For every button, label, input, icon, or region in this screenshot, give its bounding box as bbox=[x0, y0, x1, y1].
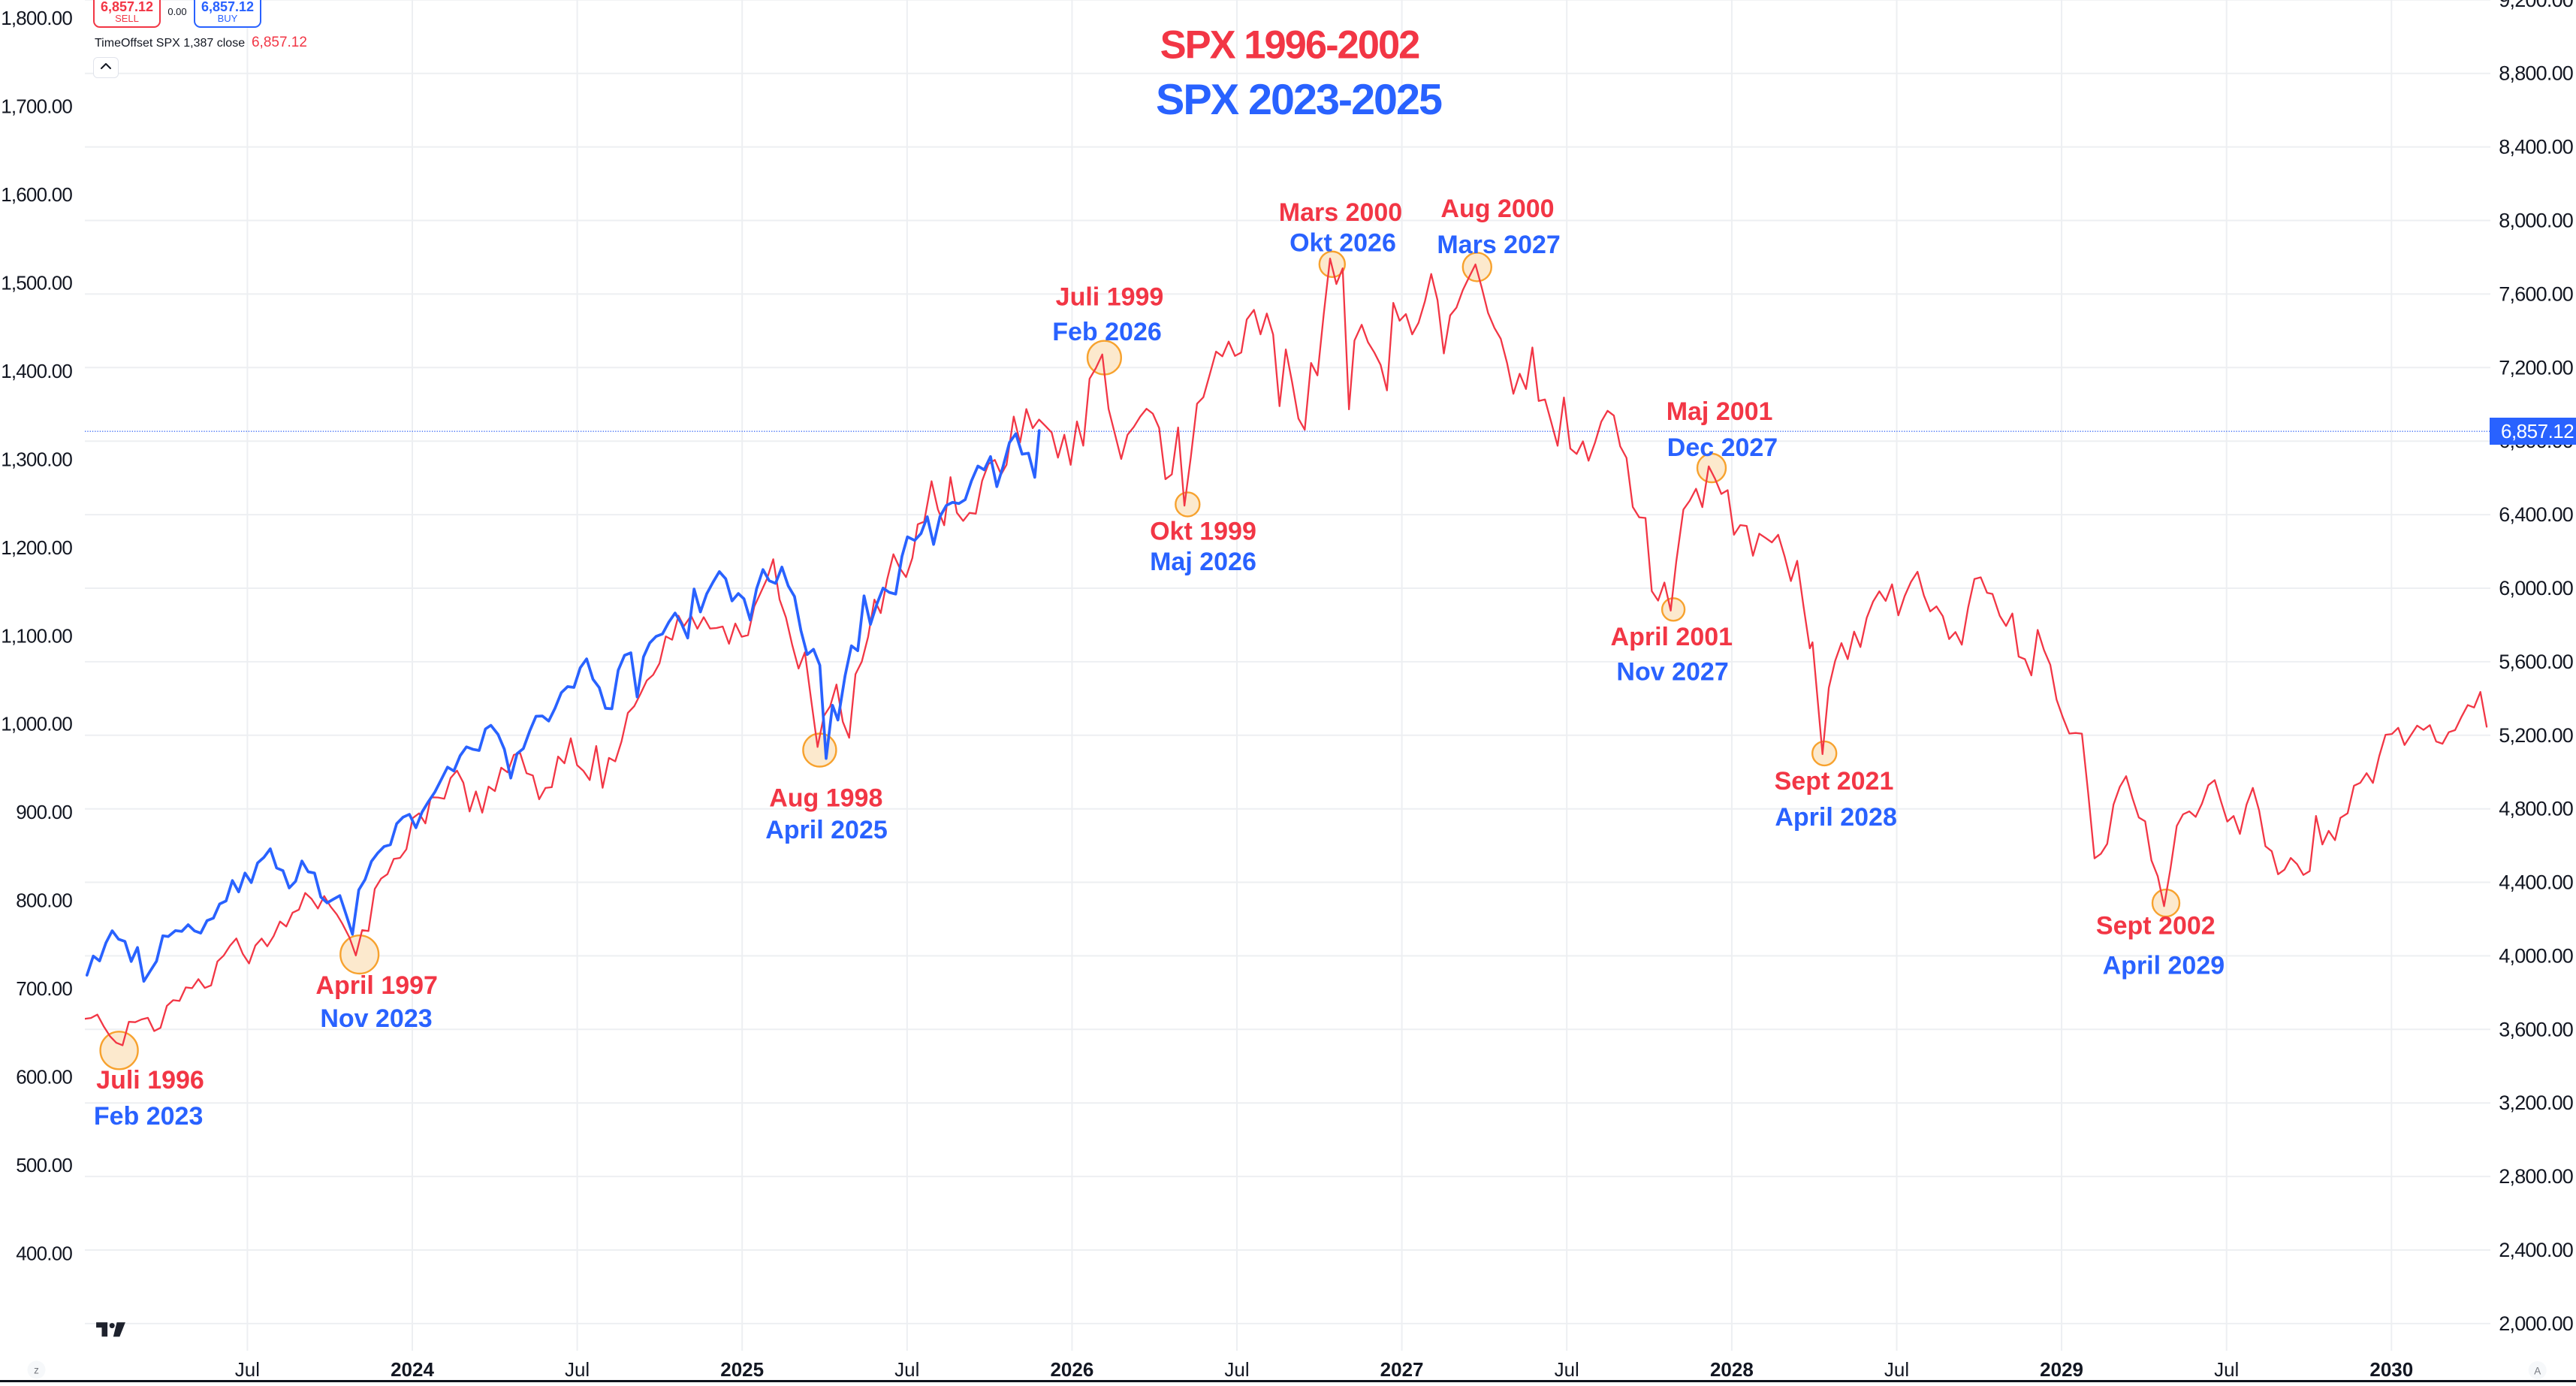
svg-text:Nov 2023: Nov 2023 bbox=[320, 1004, 432, 1033]
svg-text:3,600.00: 3,600.00 bbox=[2499, 1018, 2573, 1040]
svg-text:Maj 2026: Maj 2026 bbox=[1150, 548, 1256, 576]
svg-text:500.00: 500.00 bbox=[16, 1154, 72, 1176]
svg-text:Okt 2026: Okt 2026 bbox=[1290, 229, 1396, 258]
svg-text:2024: 2024 bbox=[391, 1358, 434, 1381]
svg-text:8,400.00: 8,400.00 bbox=[2499, 136, 2573, 159]
svg-text:Aug 2000: Aug 2000 bbox=[1440, 195, 1554, 223]
svg-text:Mars 2027: Mars 2027 bbox=[1437, 231, 1560, 259]
svg-text:Mars 2000: Mars 2000 bbox=[1279, 198, 1402, 227]
svg-text:Okt 1999: Okt 1999 bbox=[1150, 518, 1256, 546]
svg-text:Dec 2027: Dec 2027 bbox=[1667, 433, 1778, 462]
svg-text:400.00: 400.00 bbox=[16, 1243, 72, 1265]
svg-text:1,700.00: 1,700.00 bbox=[1, 95, 72, 118]
svg-text:2025: 2025 bbox=[720, 1358, 764, 1381]
svg-text:4,000.00: 4,000.00 bbox=[2499, 944, 2573, 967]
svg-text:Jul: Jul bbox=[894, 1358, 919, 1381]
svg-text:Sept 2021: Sept 2021 bbox=[1775, 767, 1894, 796]
svg-text:2030: 2030 bbox=[2369, 1358, 2413, 1381]
svg-text:Feb 2023: Feb 2023 bbox=[94, 1102, 204, 1131]
svg-text:2028: 2028 bbox=[1710, 1358, 1754, 1381]
svg-text:April 2001: April 2001 bbox=[1611, 623, 1733, 651]
svg-text:April 2029: April 2029 bbox=[2103, 951, 2225, 980]
svg-text:800.00: 800.00 bbox=[16, 889, 72, 912]
svg-text:2,000.00: 2,000.00 bbox=[2499, 1312, 2573, 1335]
svg-text:1,600.00: 1,600.00 bbox=[1, 183, 72, 206]
svg-text:6,400.00: 6,400.00 bbox=[2499, 503, 2573, 526]
svg-text:Jul: Jul bbox=[1555, 1358, 1579, 1381]
svg-text:2,800.00: 2,800.00 bbox=[2499, 1165, 2573, 1188]
svg-text:1,400.00: 1,400.00 bbox=[1, 360, 72, 382]
svg-text:April 1997: April 1997 bbox=[315, 971, 438, 1000]
svg-text:9,200.00: 9,200.00 bbox=[2499, 0, 2573, 11]
svg-text:6,000.00: 6,000.00 bbox=[2499, 577, 2573, 599]
svg-text:Juli 1999: Juli 1999 bbox=[1056, 283, 1164, 312]
svg-text:1,500.00: 1,500.00 bbox=[1, 271, 72, 294]
svg-text:7,600.00: 7,600.00 bbox=[2499, 282, 2573, 305]
svg-text:8,800.00: 8,800.00 bbox=[2499, 62, 2573, 85]
svg-text:z: z bbox=[34, 1365, 39, 1376]
svg-text:Sept 2002: Sept 2002 bbox=[2096, 912, 2216, 941]
svg-text:Jul: Jul bbox=[235, 1358, 260, 1381]
svg-text:1,800.00: 1,800.00 bbox=[1, 7, 72, 29]
svg-text:Nov 2027: Nov 2027 bbox=[1616, 657, 1728, 686]
svg-text:7,200.00: 7,200.00 bbox=[2499, 356, 2573, 379]
svg-text:1,000.00: 1,000.00 bbox=[1, 713, 72, 735]
svg-text:Aug 1998: Aug 1998 bbox=[769, 784, 882, 812]
svg-text:5,200.00: 5,200.00 bbox=[2499, 724, 2573, 747]
svg-text:Jul: Jul bbox=[565, 1358, 590, 1381]
svg-text:2027: 2027 bbox=[1380, 1358, 1424, 1381]
svg-text:700.00: 700.00 bbox=[16, 977, 72, 1000]
svg-text:2029: 2029 bbox=[2040, 1358, 2083, 1381]
svg-text:April 2028: April 2028 bbox=[1775, 803, 1897, 832]
svg-text:5,600.00: 5,600.00 bbox=[2499, 651, 2573, 673]
svg-text:SPX 1996-2002: SPX 1996-2002 bbox=[1160, 23, 1420, 68]
svg-text:8,000.00: 8,000.00 bbox=[2499, 210, 2573, 232]
svg-text:1,100.00: 1,100.00 bbox=[1, 624, 72, 647]
svg-text:2026: 2026 bbox=[1050, 1358, 1093, 1381]
svg-text:A: A bbox=[2534, 1366, 2541, 1377]
svg-text:2,400.00: 2,400.00 bbox=[2499, 1239, 2573, 1261]
svg-text:Juli 1996: Juli 1996 bbox=[96, 1066, 204, 1095]
svg-text:4,400.00: 4,400.00 bbox=[2499, 871, 2573, 894]
svg-text:900.00: 900.00 bbox=[16, 801, 72, 823]
svg-text:4,800.00: 4,800.00 bbox=[2499, 798, 2573, 820]
svg-text:SPX 2023-2025: SPX 2023-2025 bbox=[1156, 76, 1442, 124]
svg-text:April 2025: April 2025 bbox=[765, 816, 888, 844]
svg-text:1,200.00: 1,200.00 bbox=[1, 536, 72, 559]
svg-text:Jul: Jul bbox=[1224, 1358, 1249, 1381]
svg-text:600.00: 600.00 bbox=[16, 1066, 72, 1089]
svg-text:Feb 2026: Feb 2026 bbox=[1052, 318, 1162, 346]
svg-text:Maj 2001: Maj 2001 bbox=[1667, 397, 1773, 426]
svg-text:3,200.00: 3,200.00 bbox=[2499, 1092, 2573, 1114]
svg-text:1,300.00: 1,300.00 bbox=[1, 448, 72, 470]
svg-text:Jul: Jul bbox=[2214, 1358, 2239, 1381]
svg-text:Jul: Jul bbox=[1884, 1358, 1909, 1381]
